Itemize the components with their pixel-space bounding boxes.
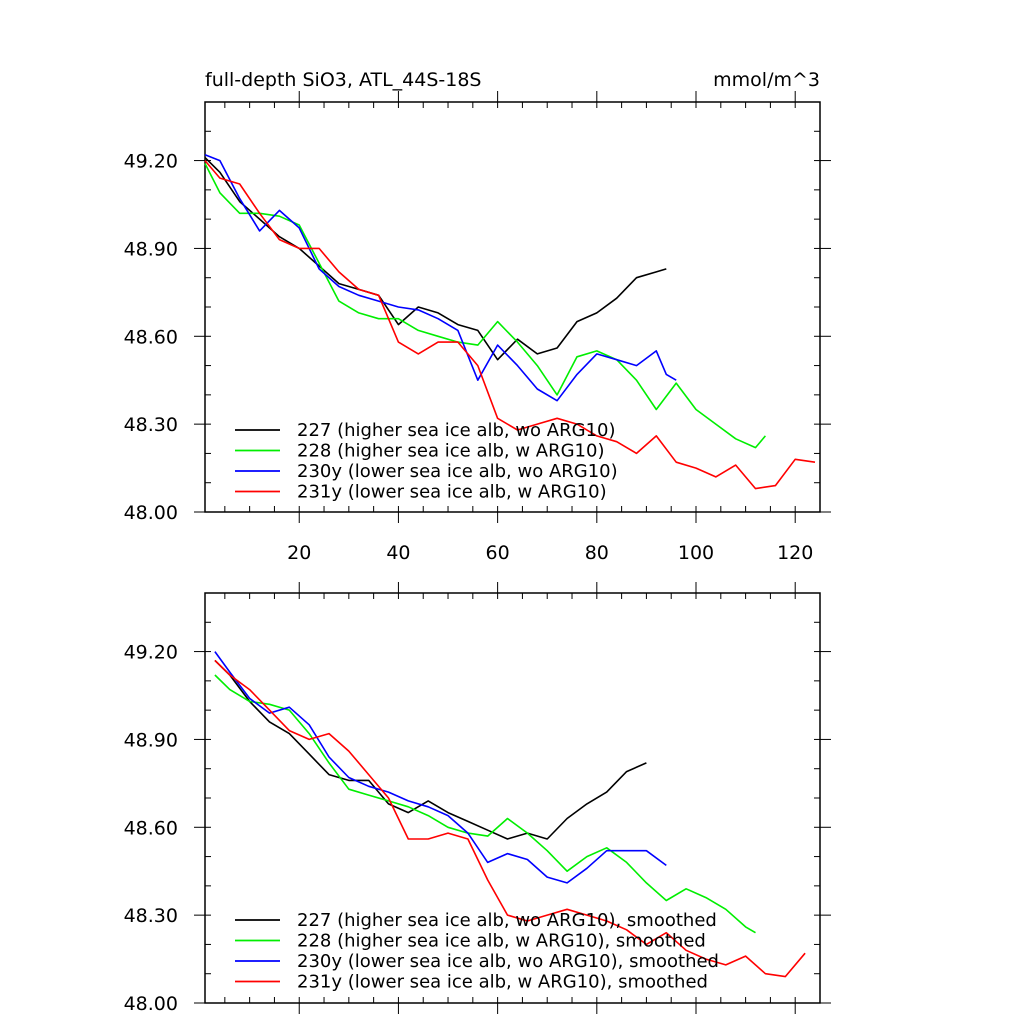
series-line-230y: [204, 153, 677, 402]
legend-label-228: 228 (higher sea ice alb, w ARG10), smoot…: [297, 931, 706, 952]
top-panel: 48.00 48.30 48.60 48.90 49.20 20 40 60 80 100 120 2…: [124, 91, 831, 564]
y-tick-label: 49.20: [124, 642, 178, 664]
x-tick-label: 60: [486, 542, 510, 564]
legend-label-230y: 230y (lower sea ice alb, wo ARG10): [297, 461, 618, 482]
x-tick-label: 120: [777, 542, 813, 564]
x-tick-label: 80: [585, 542, 609, 564]
series-line-227: [204, 157, 667, 361]
y-tick-label: 48.60: [124, 817, 178, 839]
y-tick-label: 48.00: [124, 502, 178, 524]
series-line-230y: [214, 651, 667, 884]
y-tick-label: 49.20: [124, 151, 178, 173]
units-label: mmol/m^3: [713, 69, 820, 91]
series-line-228: [204, 163, 767, 449]
y-tick-label: 48.30: [124, 905, 178, 927]
legend-label-230y: 230y (lower sea ice alb, wo ARG10), smoo…: [297, 951, 719, 972]
y-tick-label: 48.30: [124, 414, 178, 436]
x-tick-label: 100: [678, 542, 714, 564]
series-line-228: [214, 674, 756, 934]
series-line-231y: [204, 160, 816, 490]
x-tick-label: 20: [287, 542, 311, 564]
y-tick-label: 48.00: [124, 993, 178, 1015]
legend-label-228: 228 (higher sea ice alb, w ARG10): [297, 441, 604, 462]
series-line-227: [214, 659, 647, 840]
legend-label-227: 227 (higher sea ice alb, wo ARG10): [297, 420, 616, 441]
bottom-panel: 48.00 48.30 48.60 48.90 49.20 227 (higher sea…: [124, 582, 831, 1015]
y-tick-label: 48.90: [124, 238, 178, 260]
legend-label-227: 227 (higher sea ice alb, wo ARG10), smoo…: [297, 910, 717, 931]
series-line-231y: [214, 659, 806, 978]
y-tick-label: 48.60: [124, 326, 178, 348]
legend-label-231y: 231y (lower sea ice alb, w ARG10): [297, 482, 607, 503]
y-tick-label: 48.90: [124, 729, 178, 751]
chart-title: full-depth SiO3, ATL_44S-18S: [205, 69, 482, 91]
legend-label-231y: 231y (lower sea ice alb, w ARG10), smoot…: [297, 972, 708, 993]
x-tick-label: 40: [386, 542, 410, 564]
